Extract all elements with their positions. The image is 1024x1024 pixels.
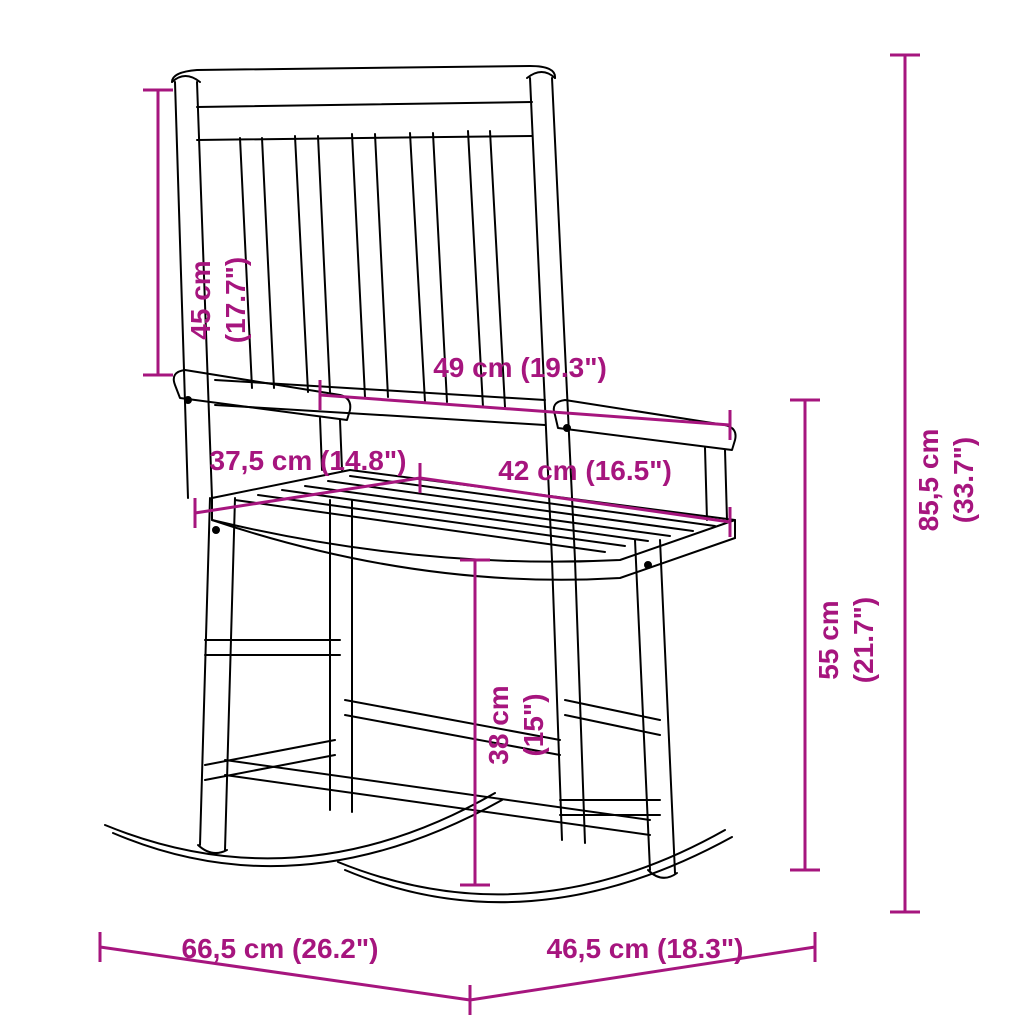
back-height-in: (17.7") (220, 257, 251, 343)
arm-span-cm: 49 cm (433, 352, 512, 383)
seat-width-in: (16.5") (585, 455, 671, 486)
arm-height-cm: 55 cm (813, 600, 844, 679)
svg-text:46,5 cm (18.3"): 46,5 cm (18.3") (547, 933, 744, 964)
svg-text:42 cm (16.5"): 42 cm (16.5") (498, 455, 672, 486)
svg-text:45 cm: 45 cm (185, 260, 216, 339)
rocker-width-in: (18.3") (657, 933, 743, 964)
seat-width-cm: 42 cm (498, 455, 577, 486)
dim-arm-span (320, 380, 730, 440)
total-height-in: (33.7") (948, 437, 979, 523)
dimension-lines (100, 55, 920, 1015)
seat-depth-in: (14.8") (320, 445, 406, 476)
svg-text:(33.7"): (33.7") (948, 437, 979, 523)
svg-text:85,5 cm: 85,5 cm (913, 429, 944, 532)
back-height-cm: 45 cm (185, 260, 216, 339)
svg-text:(21.7"): (21.7") (848, 597, 879, 683)
arm-span-in: (19.3") (520, 352, 606, 383)
svg-text:55 cm: 55 cm (813, 600, 844, 679)
svg-text:37,5 cm (14.8"): 37,5 cm (14.8") (210, 445, 407, 476)
total-height-cm: 85,5 cm (913, 429, 944, 532)
svg-text:38 cm: 38 cm (483, 685, 514, 764)
svg-text:(15"): (15") (518, 693, 549, 756)
svg-text:49 cm (19.3"): 49 cm (19.3") (433, 352, 607, 383)
svg-text:66,5 cm (26.2"): 66,5 cm (26.2") (182, 933, 379, 964)
rocker-depth-in: (26.2") (292, 933, 378, 964)
rocker-depth-cm: 66,5 cm (182, 933, 285, 964)
arm-height-in: (21.7") (848, 597, 879, 683)
svg-text:(17.7"): (17.7") (220, 257, 251, 343)
seat-height-in: (15") (518, 693, 549, 756)
dim-back-height (143, 90, 173, 375)
seat-height-cm: 38 cm (483, 685, 514, 764)
seat-depth-cm: 37,5 cm (210, 445, 313, 476)
dimension-labels: 45 cm (17.7") 49 cm (19.3") 37,5 cm (14.… (182, 257, 979, 964)
rocker-width-cm: 46,5 cm (547, 933, 650, 964)
dimension-diagram: 45 cm (17.7") 49 cm (19.3") 37,5 cm (14.… (0, 0, 1024, 1024)
